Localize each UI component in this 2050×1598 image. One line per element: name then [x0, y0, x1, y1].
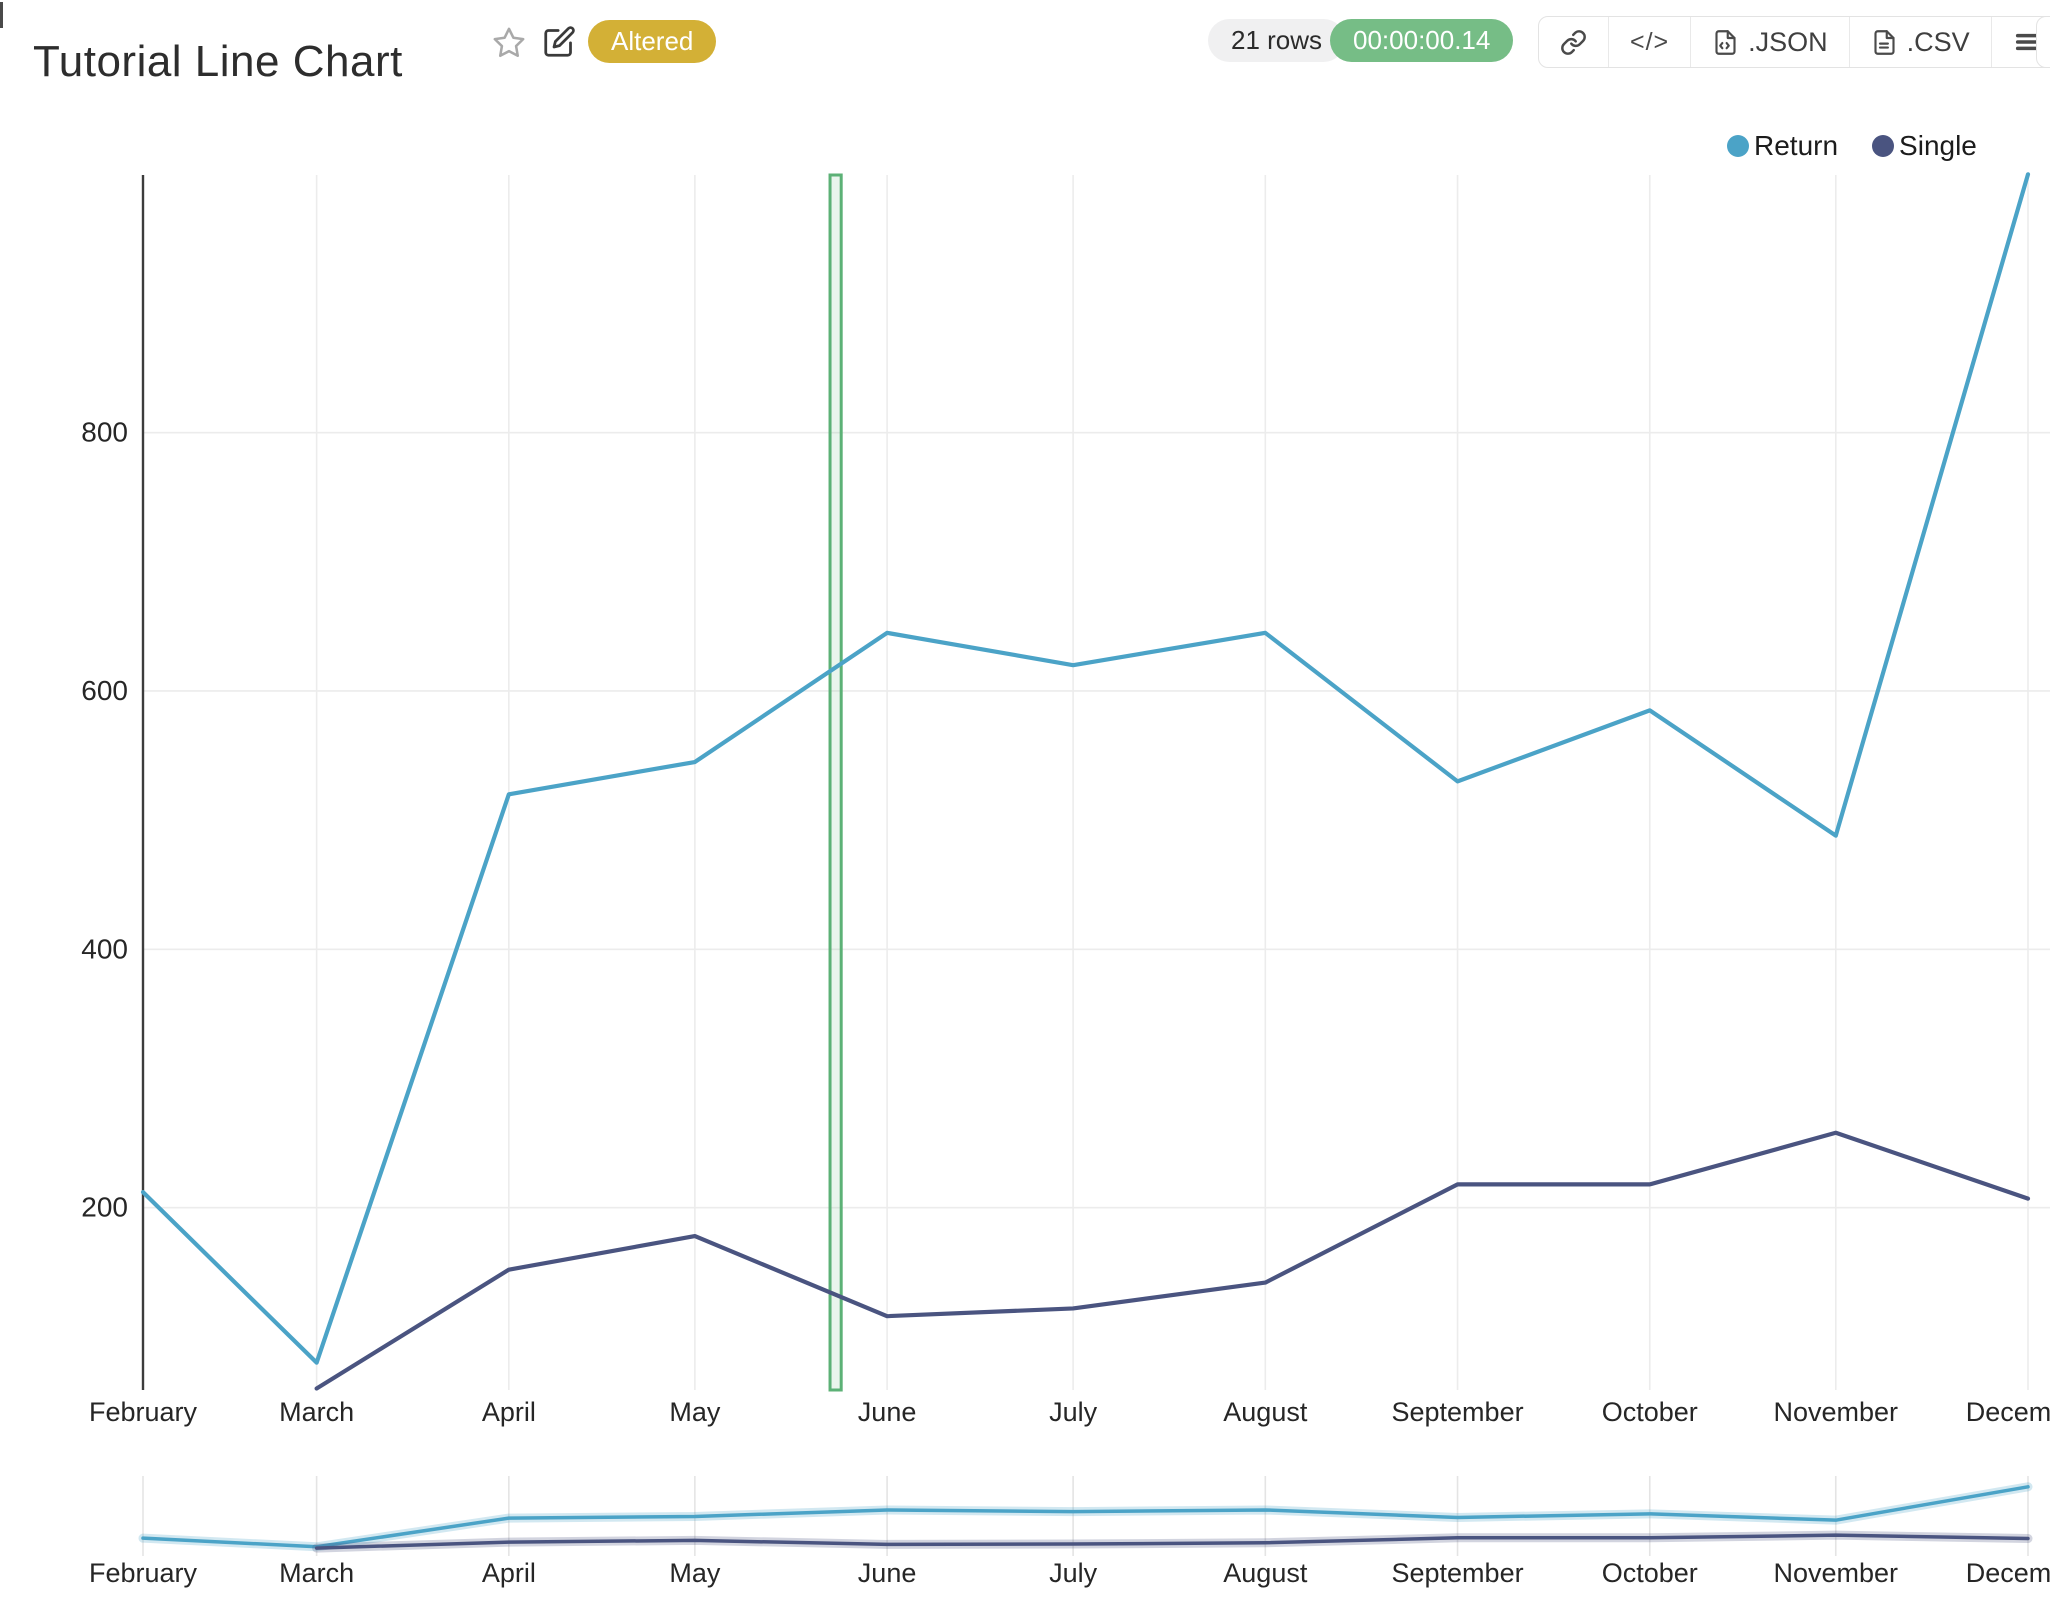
x-axis-label: February [89, 1397, 198, 1427]
x-axis-label: June [858, 1397, 917, 1427]
legend-label: Return [1754, 130, 1839, 161]
slider-x-axis-label: November [1774, 1558, 1899, 1588]
slider-x-axis-label: April [482, 1558, 536, 1588]
clipped-toolbar-button[interactable] [2036, 16, 2050, 68]
star-icon [493, 27, 525, 58]
x-axis-label: September [1392, 1397, 1524, 1427]
export-csv-label: .CSV [1906, 26, 1970, 57]
file-text-icon [1874, 29, 1895, 55]
legend-item-return[interactable]: Return [1727, 130, 1838, 162]
y-axis-tick-label: 400 [81, 933, 128, 964]
y-axis-tick-label: 200 [81, 1192, 128, 1223]
rows-count-badge: 21 rows [1208, 19, 1346, 62]
legend-dot [1872, 135, 1895, 157]
x-axis-label: August [1223, 1397, 1308, 1427]
x-axis-label: July [1049, 1397, 1098, 1427]
slider-line-single[interactable] [314, 1533, 2030, 1550]
legend-dot [1727, 135, 1749, 157]
x-axis-label: November [1774, 1397, 1899, 1427]
slider-x-axis-label: August [1223, 1558, 1308, 1588]
y-axis-tick-label: 600 [81, 675, 128, 706]
x-axis-label: December [1966, 1397, 2050, 1427]
slider-x-axis-label: December [1966, 1558, 2050, 1588]
status-badge: Altered [588, 20, 717, 63]
legend-label: Single [1899, 130, 1977, 161]
slider-x-axis-label: May [669, 1558, 721, 1588]
x-axis-label: March [279, 1397, 354, 1427]
series-line-return[interactable] [140, 172, 2031, 1365]
menu-button[interactable] [1990, 17, 2050, 67]
export-json-button[interactable]: .JSON [1690, 17, 1849, 67]
favorite-star-button[interactable] [492, 26, 526, 60]
slider-x-axis-label: March [279, 1558, 354, 1588]
execution-time-badge: 00:00:00.14 [1330, 19, 1514, 62]
export-toolbar: </> .JSON .CSV [1538, 16, 2050, 68]
slider-line-return[interactable] [141, 1485, 2030, 1549]
link-icon [1561, 29, 1586, 55]
x-axis-label: April [482, 1397, 536, 1427]
window-edge-artifact [0, 2, 3, 28]
slider-x-axis-label: September [1392, 1558, 1524, 1588]
code-icon: </> [1630, 27, 1670, 56]
edit-pencil-icon [544, 26, 575, 57]
series-line-single[interactable] [314, 1130, 2031, 1391]
slider-x-axis-label: July [1049, 1558, 1098, 1588]
edit-title-button[interactable] [543, 25, 576, 58]
hamburger-menu-icon [2015, 33, 2038, 51]
x-axis-label: May [669, 1397, 721, 1427]
chart-legend: Return Single [1727, 130, 1977, 162]
file-code-icon [1715, 29, 1736, 55]
x-axis-label: October [1602, 1397, 1698, 1427]
export-csv-button[interactable]: .CSV [1848, 17, 1991, 67]
export-json-label: .JSON [1748, 26, 1828, 57]
slider-x-axis-label: February [89, 1558, 198, 1588]
slider-x-axis-label: June [858, 1558, 917, 1588]
slider-x-axis-label: October [1602, 1558, 1698, 1588]
highlight-band[interactable] [828, 173, 843, 1392]
share-link-button[interactable] [1539, 17, 1608, 67]
y-axis-tick-label: 800 [81, 417, 128, 448]
embed-code-button[interactable]: </> [1608, 17, 1690, 67]
legend-item-single[interactable]: Single [1872, 130, 1977, 162]
page-title: Tutorial Line Chart [33, 37, 403, 87]
